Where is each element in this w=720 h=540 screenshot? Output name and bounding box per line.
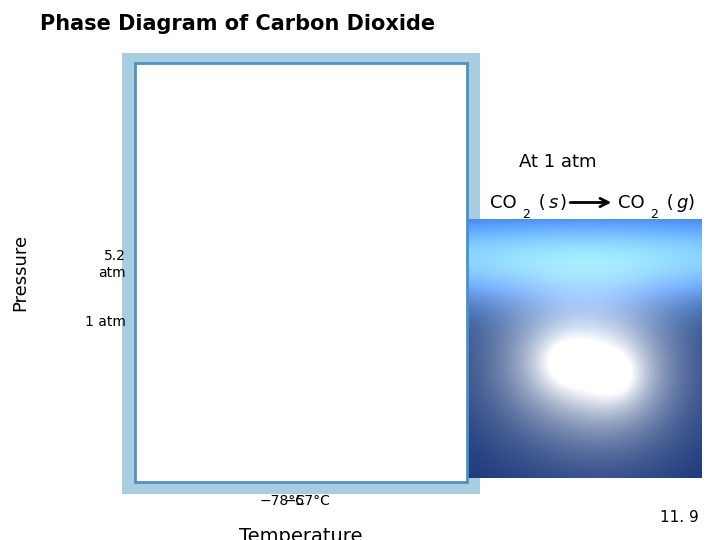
Text: (: (	[661, 193, 674, 212]
Text: −57°C: −57°C	[284, 494, 330, 508]
Text: s: s	[549, 193, 558, 212]
Text: 11. 9: 11. 9	[660, 510, 698, 525]
Text: CO: CO	[618, 193, 644, 212]
Text: (: (	[533, 193, 546, 212]
Text: At 1 atm: At 1 atm	[519, 153, 597, 171]
Text: −78°C: −78°C	[260, 494, 306, 508]
Text: Pressure: Pressure	[11, 234, 30, 311]
Text: Phase Diagram of Carbon Dioxide: Phase Diagram of Carbon Dioxide	[40, 14, 435, 33]
Polygon shape	[307, 68, 461, 265]
Text: Liquid: Liquid	[351, 146, 423, 170]
Text: ): )	[688, 193, 695, 212]
Text: 1 atm: 1 atm	[85, 315, 126, 329]
Text: ): )	[559, 193, 567, 212]
Text: Vapor: Vapor	[343, 335, 411, 359]
Text: Temperature: Temperature	[239, 526, 362, 540]
Text: 2: 2	[522, 208, 530, 221]
Text: Solid: Solid	[182, 179, 240, 202]
Text: g: g	[677, 193, 688, 212]
Polygon shape	[140, 117, 461, 478]
Text: CO: CO	[490, 193, 516, 212]
Text: 2: 2	[650, 208, 658, 221]
Text: 5.2
atm: 5.2 atm	[99, 249, 126, 280]
